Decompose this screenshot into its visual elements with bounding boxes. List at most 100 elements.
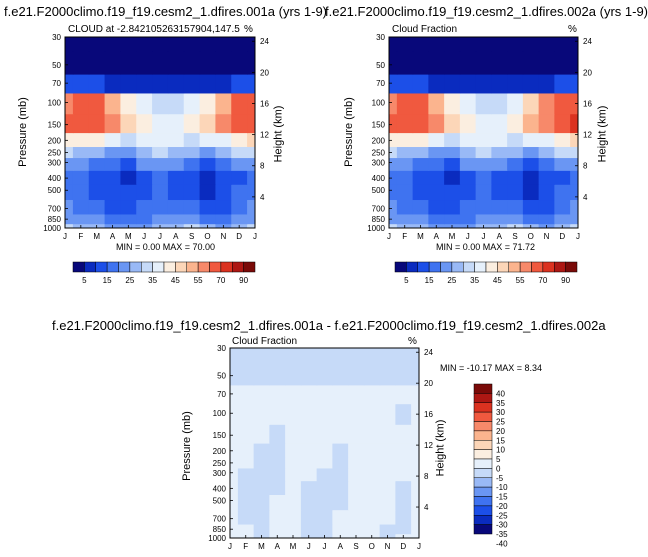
heatmap-cell [285,403,302,425]
heatmap-cell [88,213,106,225]
heatmap-cell [444,113,461,134]
heatmap-cell [300,456,318,469]
heatmap-cell [231,184,248,201]
month-tick-label: A [338,542,344,551]
heatmap-cell [72,73,90,94]
heatmap-cell [253,443,270,458]
heatmap-cell [475,213,492,225]
heatmap-cell [491,184,508,201]
heatmap-cell [396,146,414,159]
heatmap-cell [72,92,90,115]
colorbar3-label: -20 [496,502,508,511]
month-tick-label: M [258,542,265,551]
heatmap-cell [269,361,286,386]
height-tick-label: 16 [260,99,269,108]
heatmap-cell [348,523,365,535]
heatmap-cell [389,92,398,115]
panel3-subtitle-right: % [408,336,417,347]
heatmap-cell [522,213,540,225]
heatmap-cell [316,361,333,386]
heatmap-cell [522,113,540,134]
heatmap-cell [491,157,508,171]
heatmap-cell [230,467,239,482]
heatmap-cell [253,523,270,535]
heatmap-cell [183,146,201,159]
heatmap-cell [247,113,255,134]
colorbar1-swatch [209,261,222,273]
heatmap-cell [444,37,461,52]
colorbar1-swatch [129,261,142,273]
colorbar1-swatch [232,261,244,273]
heatmap-cell [136,50,153,75]
heatmap-cell [215,184,232,201]
heatmap-cell [215,157,232,171]
height-tick-label: 20 [424,379,433,388]
heatmap-cell [507,37,524,52]
heatmap-cell [396,50,414,75]
colorbar2-swatch [451,261,464,273]
heatmap-cell [554,113,571,134]
heatmap-cell [507,132,524,148]
colorbar2-swatch [463,261,475,273]
heatmap-cell [412,132,429,148]
heatmap-cell [538,170,555,185]
heatmap-cell [389,73,398,94]
pressure-tick-label: 50 [52,61,61,70]
heatmap-cell [183,113,201,134]
panel1-minmax: MIN = 0.00 MAX = 70.00 [116,242,216,252]
heatmap-cell [183,199,201,215]
heatmap-cell [491,73,508,94]
heatmap-cell [104,199,122,215]
heatmap-cell [120,146,137,159]
heatmap-cell [411,403,419,425]
heatmap-cell [230,480,239,495]
colorbar2-swatch [508,261,521,273]
heatmap-cell [199,170,217,185]
heatmap-cell [300,523,318,535]
heatmap-cell [395,403,412,425]
heatmap-cell [395,384,412,405]
heatmap-cell [65,199,74,215]
heatmap-cell [199,157,217,171]
heatmap-cell [152,184,169,201]
heatmap-cell [65,50,74,75]
colorbar3-swatch [473,449,493,460]
heatmap-cell [412,50,429,75]
heatmap-cell [215,92,232,115]
heatmap-cell [247,170,255,185]
heatmap-cell [379,348,396,363]
heatmap-cell [348,509,365,525]
panel2-cells [389,37,578,228]
heatmap-cell [167,113,185,134]
heatmap-cell [522,146,540,159]
heatmap-cell [104,73,122,94]
heatmap-cell [199,50,217,75]
heatmap-cell [104,170,122,185]
month-tick-label: J [417,542,421,551]
heatmap-cell [363,384,381,405]
heatmap-cell [199,113,217,134]
heatmap-cell [300,403,318,425]
colorbar2-swatch [485,261,498,273]
heatmap-cell [230,384,239,405]
heatmap-cell [475,92,492,115]
pressure-tick-label: 500 [48,186,62,195]
heatmap-cell [88,157,106,171]
heatmap-cell [231,37,248,52]
pressure-tick-label: 150 [372,121,386,130]
heatmap-cell [237,361,255,386]
month-tick-label: J [228,542,232,551]
heatmap-cell [215,199,232,215]
heatmap-cell [428,213,445,225]
pressure-tick-label: 250 [372,148,386,157]
month-tick-label: M [449,232,456,241]
heatmap-cell [507,73,524,94]
heatmap-cell [215,146,232,159]
colorbar1-label: 35 [148,276,157,285]
heatmap-cell [231,132,248,148]
heatmap-cell [554,92,571,115]
heatmap-cell [459,73,477,94]
heatmap-cell [363,361,381,386]
heatmap-cell [475,184,492,201]
heatmap-cell [88,73,106,94]
